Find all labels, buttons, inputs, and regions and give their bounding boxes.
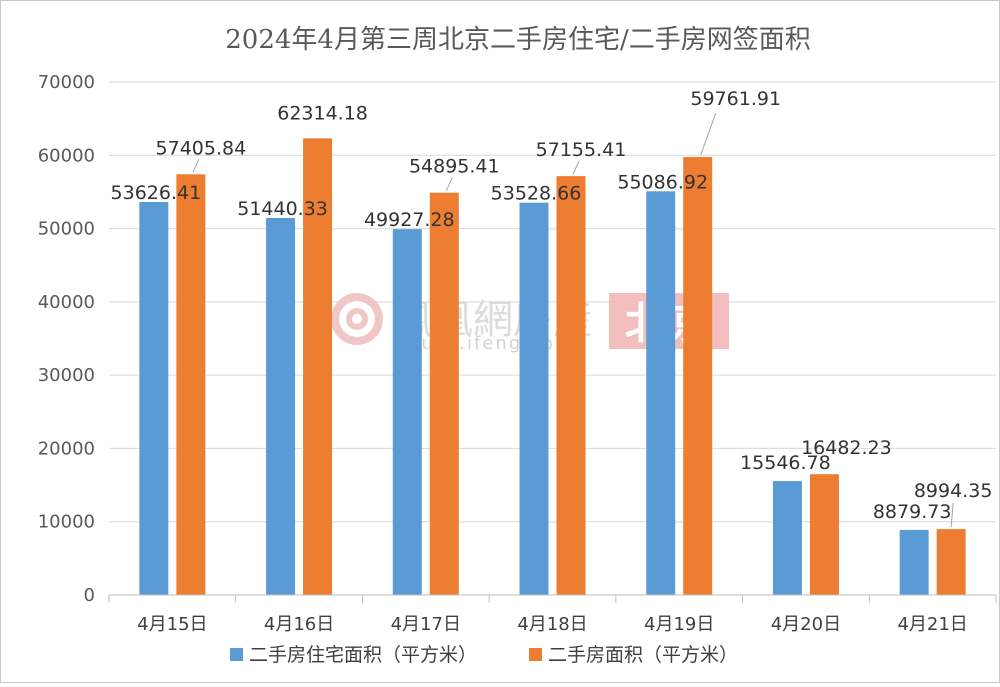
bars [139, 138, 966, 596]
y-tick-label: 0 [84, 585, 95, 606]
label-leader-line [700, 112, 717, 156]
label-leader-line [572, 160, 580, 175]
bar-residential [392, 229, 422, 595]
label-leader-lines [192, 112, 954, 528]
x-tick-label: 4月20日 [771, 614, 841, 635]
bar-total [303, 138, 333, 595]
data-label: 15546.78 [740, 452, 831, 474]
data-label: 49927.28 [364, 209, 455, 231]
bar-total [683, 157, 713, 595]
bar-total [809, 474, 839, 595]
legend-swatch-residential [230, 648, 243, 661]
data-label: 59761.91 [690, 88, 781, 110]
data-label: 57405.84 [156, 137, 247, 159]
bar-residential [899, 529, 929, 595]
y-tick-label: 50000 [38, 219, 95, 240]
bar-total [429, 192, 459, 595]
x-tick-label: 4月17日 [391, 614, 461, 635]
y-tick-label: 30000 [38, 365, 95, 386]
y-tick-label: 10000 [38, 512, 95, 533]
x-tick-label: 4月15日 [137, 614, 207, 635]
label-leader-line [445, 177, 453, 191]
data-label: 62314.18 [277, 102, 368, 124]
data-labels: 53626.41 51440.33 49927.28 53528.66 55086.92… [111, 88, 993, 523]
data-label: 51440.33 [237, 198, 328, 220]
data-label: 57155.41 [536, 139, 627, 161]
bar-residential [266, 218, 296, 595]
data-label: 54895.41 [409, 156, 500, 178]
bar-total [936, 529, 966, 595]
y-tick-label: 20000 [38, 438, 95, 459]
x-axis-categories: 4月15日 4月16日 4月17日 4月18日 4月19日 4月20日 4月21日 [108, 595, 997, 635]
label-leader-line [950, 503, 954, 528]
gridlines [109, 81, 996, 523]
bar-residential [519, 202, 549, 595]
bar-total [176, 174, 206, 596]
data-label: 55086.92 [617, 171, 708, 193]
x-tick-label: 4月21日 [897, 614, 967, 635]
x-tick-label: 4月16日 [264, 614, 334, 635]
ifeng-phoenix-icon [331, 293, 383, 345]
bar-residential [139, 201, 169, 595]
y-tick-label: 40000 [38, 292, 95, 313]
data-label: 53528.66 [491, 183, 582, 205]
y-tick-label: 70000 [38, 72, 95, 93]
bar-residential [646, 191, 676, 595]
chart-title: 2024年4月第三周北京二手房住宅/二手房网签面积 [225, 25, 810, 55]
legend: 二手房住宅面积（平方米） 二手房面积（平方米） [230, 644, 738, 666]
bar-total [556, 176, 586, 595]
data-label: 53626.41 [111, 182, 202, 204]
label-leader-line [192, 159, 200, 173]
data-label: 8879.73 [873, 501, 952, 523]
x-tick-label: 4月19日 [644, 614, 714, 635]
bar-residential [772, 481, 802, 595]
y-axis-ticks: 0 10000 20000 30000 40000 50000 60000 70000 [38, 72, 95, 606]
legend-label-residential: 二手房住宅面积（平方米） [249, 644, 477, 666]
legend-label-total: 二手房面积（平方米） [548, 644, 738, 666]
data-label: 16482.23 [801, 437, 892, 459]
legend-swatch-total [529, 648, 542, 661]
x-tick-label: 4月18日 [517, 614, 587, 635]
data-label: 8994.35 [914, 480, 993, 502]
y-tick-label: 60000 [38, 145, 95, 166]
